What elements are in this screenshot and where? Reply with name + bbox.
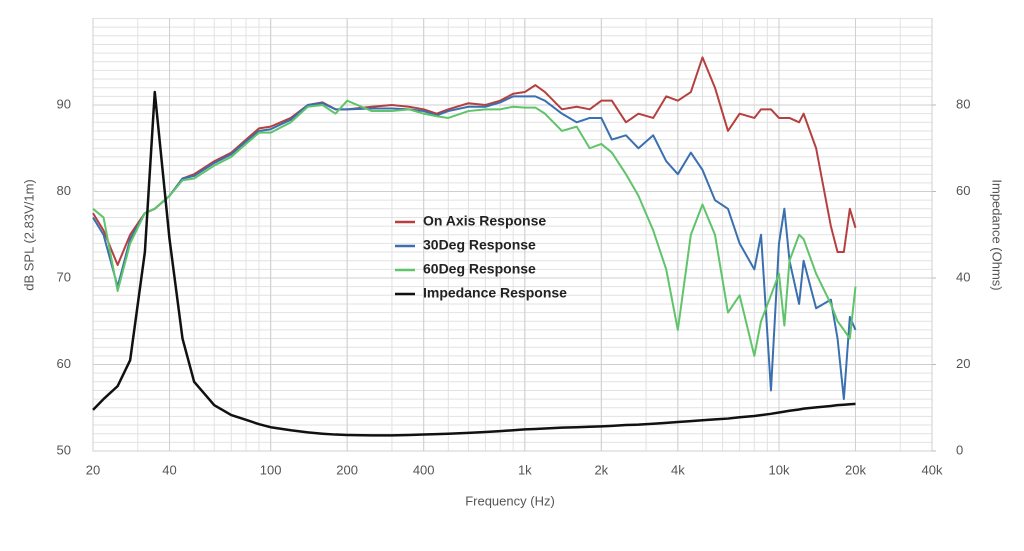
y-tick-label: 90 (57, 96, 71, 111)
x-tick-label: 4k (671, 462, 685, 477)
y2-axis-label: Impedance (Ohms) (990, 179, 1005, 290)
y2-tick-label: 40 (956, 269, 970, 284)
legend-text: On Axis Response (423, 213, 546, 229)
y-axis-label: dB SPL (2.83V/1m) (21, 179, 36, 291)
grid (92, 18, 933, 452)
legend-text: Impedance Response (423, 285, 567, 301)
x-tick-label: 20k (845, 462, 866, 477)
legend-text: 60Deg Response (423, 261, 536, 277)
x-axis-label: Frequency (Hz) (465, 493, 555, 508)
x-tick-label: 20 (86, 462, 100, 477)
y2-tick-label: 20 (956, 356, 970, 371)
legend-text: 30Deg Response (423, 237, 536, 253)
series-line (92, 90, 856, 437)
x-tick-label: 400 (413, 462, 435, 477)
y2-tick-label: 0 (956, 442, 963, 457)
y-tick-label: 60 (57, 356, 71, 371)
x-tick-label: 40k (922, 462, 943, 477)
y-tick-label: 50 (57, 442, 71, 457)
legend: On Axis Response 30Deg Response 60Deg Resp… (395, 213, 567, 301)
series-line (92, 95, 857, 401)
x-tick-label: 1k (518, 462, 532, 477)
x-tick-label: 2k (594, 462, 608, 477)
x-tick-label: 10k (768, 462, 789, 477)
x-tick-label: 40 (162, 462, 176, 477)
y2-tick-label: 60 (956, 183, 970, 198)
y-tick-label: 70 (57, 269, 71, 284)
series-line (92, 99, 857, 357)
y2-tick-label: 80 (956, 96, 970, 111)
series-line (92, 56, 857, 267)
y-tick-label: 80 (57, 183, 71, 198)
x-tick-label: 200 (336, 462, 358, 477)
x-tick-label: 100 (260, 462, 282, 477)
